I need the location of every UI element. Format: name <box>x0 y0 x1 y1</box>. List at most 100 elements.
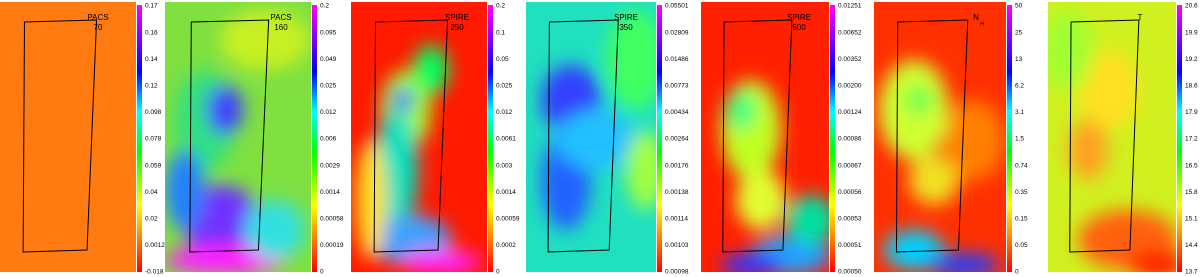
colorbar-tick-label: 3.1 <box>1015 109 1024 116</box>
map-feature <box>556 110 636 170</box>
colorbar-tick-label: 0.17 <box>145 3 158 10</box>
colorbar-tick-label: 6.2 <box>1015 83 1024 90</box>
colorbar-tick-label: 0.05501 <box>665 3 689 10</box>
footprint-outline <box>22 19 98 253</box>
footprint-outline <box>722 19 793 253</box>
colorbar-tick-label: 0.059 <box>145 162 162 169</box>
map-feature <box>904 85 934 115</box>
map-feature <box>207 85 243 135</box>
map-features <box>541 10 656 230</box>
map-feature <box>909 155 959 205</box>
colorbar-tick-label: 0.00200 <box>838 83 862 90</box>
colorbar-tick-label: 0.0029 <box>320 162 340 169</box>
colorbar-tick-label: 17.2 <box>1185 136 1198 143</box>
panel-sublabel: 350 <box>619 23 633 32</box>
colorbar-tick-label: 0.05 <box>1015 242 1028 249</box>
footprint-outline <box>1069 19 1140 253</box>
colorbar-tick-label: 0.04 <box>145 189 158 196</box>
colorbar-tick-label: 0.1 <box>496 29 505 36</box>
colorbar-tick-label: 0.00352 <box>838 56 862 63</box>
map-features <box>721 80 829 272</box>
colorbar-tick-label: 0.14 <box>145 56 158 63</box>
colorbar-tick-label: 19.2 <box>1185 56 1198 63</box>
colorbar <box>657 5 662 272</box>
colorbar-tick-label: 0.2 <box>496 3 505 10</box>
footprint-outline <box>189 19 270 253</box>
map-image <box>165 2 311 272</box>
colorbar-tick-label: 0.74 <box>1015 162 1028 169</box>
panel-sublabel: 70 <box>94 23 103 32</box>
colorbar-tick-label: 0.00067 <box>838 162 862 169</box>
panel-sublabel: 160 <box>274 23 288 32</box>
colorbar-tick-label: 0.006 <box>320 136 337 143</box>
panel-label: PACS <box>270 13 291 22</box>
map-feature <box>884 230 944 270</box>
colorbar <box>488 5 493 272</box>
map-feature <box>606 10 656 110</box>
colorbar-tick-label: 18.6 <box>1185 83 1198 90</box>
map-feature <box>1128 250 1176 272</box>
map-feature <box>393 88 413 112</box>
colorbar-tick-label: 17.9 <box>1185 109 1198 116</box>
colorbar-tick-label: 0.012 <box>496 109 513 116</box>
map-background <box>0 2 136 272</box>
footprint-outline <box>373 19 449 253</box>
map-features <box>356 45 481 272</box>
panel-label: PACS <box>87 13 108 22</box>
map-feature <box>736 170 786 230</box>
map-feature <box>245 200 305 260</box>
colorbar-tick-label: 0.078 <box>145 136 162 143</box>
map-image <box>526 2 656 272</box>
colorbar-tick-label: 0.00773 <box>665 83 689 90</box>
colorbar-tick-label: 0.0012 <box>145 242 165 249</box>
colorbar <box>312 5 317 272</box>
panel: NH 50 25 13 6.2 3.1 1.5 0.74 0.35 0.15 0.05 0 <box>874 2 1028 276</box>
colorbar-tick-label: 0.02 <box>145 216 158 223</box>
colorbar-tick-label: 50 <box>1015 3 1023 10</box>
colorbar-tick-label: 16.5 <box>1185 162 1198 169</box>
colorbar-tick-label: 19.9 <box>1185 29 1198 36</box>
colorbar-tick-label: 0.00434 <box>665 109 689 116</box>
map-feature <box>220 10 310 70</box>
map-feature <box>626 130 656 210</box>
colorbar-tick-label: 0 <box>496 269 500 276</box>
colorbar-tick-label: -0.018 <box>145 269 164 276</box>
colorbar-tick-label: 13.7 <box>1185 269 1198 276</box>
map-feature <box>726 90 756 130</box>
colorbar-tick-label: 0.025 <box>496 83 513 90</box>
map-image <box>1048 2 1176 272</box>
map-feature <box>413 45 449 95</box>
colorbar-tick-label: 0.0014 <box>320 189 340 196</box>
colorbar-tick-label: 0.00019 <box>320 242 344 249</box>
colorbar-tick-label: 15.8 <box>1185 189 1198 196</box>
map-feature <box>929 253 999 272</box>
colorbar <box>830 5 835 272</box>
map-feature <box>1078 50 1138 130</box>
colorbar-tick-label: 0.00051 <box>838 242 862 249</box>
panel-label: SPIRE <box>445 13 469 22</box>
colorbar-tick-label: 0.0061 <box>496 136 516 143</box>
colorbar-tick-label: 0.00124 <box>838 109 862 116</box>
map-feature <box>165 150 205 230</box>
map-image <box>701 2 829 272</box>
map-feature <box>401 250 481 272</box>
colorbar-tick-label: 0.003 <box>496 162 513 169</box>
colorbar-tick-label: 0.0014 <box>496 189 516 196</box>
colorbar-tick-label: 0.01251 <box>838 3 862 10</box>
map-features <box>1048 10 1176 272</box>
colorbar-tick-label: 0.00176 <box>665 162 689 169</box>
panel: T 20.6 19.9 19.2 18.6 17.9 17.2 16.5 15.8 15.1 14.… <box>1048 2 1198 276</box>
panel-sublabel: 500 <box>792 23 806 32</box>
colorbar-tick-label: 0.35 <box>1015 189 1028 196</box>
colorbar-tick-label: 0.01486 <box>665 56 689 63</box>
colorbar-tick-label: 0.098 <box>145 109 162 116</box>
colorbar-tick-label: 0.00138 <box>665 189 689 196</box>
colorbar-tick-label: 0.00056 <box>838 189 862 196</box>
panel-label: T <box>1138 13 1143 22</box>
colorbar-tick-label: 0.049 <box>320 56 337 63</box>
